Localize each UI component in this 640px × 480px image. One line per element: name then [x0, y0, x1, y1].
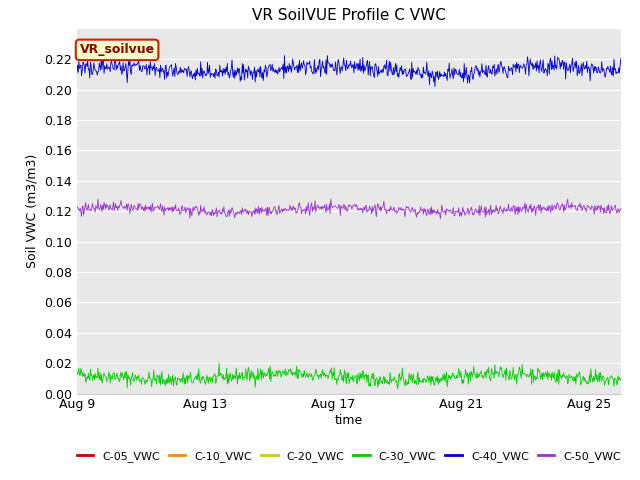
C-40_VWC — [73, 71, 81, 77]
C-50_VWC — [617, 207, 625, 213]
C-30_VWC — [617, 377, 625, 383]
C-10_VWC — [617, 391, 625, 396]
C-50_VWC — [436, 216, 444, 222]
C-30_VWC — [404, 381, 412, 387]
C-30_VWC — [390, 378, 397, 384]
C-50_VWC — [564, 196, 572, 202]
C-05_VWC — [541, 391, 549, 396]
C-20_VWC — [541, 391, 549, 396]
Y-axis label: Soil VWC (m3/m3): Soil VWC (m3/m3) — [26, 154, 38, 268]
C-05_VWC — [486, 391, 493, 396]
C-30_VWC — [543, 374, 550, 380]
C-30_VWC — [73, 369, 81, 375]
C-05_VWC — [73, 391, 81, 396]
C-30_VWC — [487, 378, 495, 384]
C-30_VWC — [106, 380, 114, 386]
C-10_VWC — [419, 391, 427, 396]
C-30_VWC — [421, 376, 429, 382]
C-05_VWC — [106, 391, 114, 396]
C-20_VWC — [106, 391, 114, 396]
Title: VR SoilVUE Profile C VWC: VR SoilVUE Profile C VWC — [252, 9, 445, 24]
C-05_VWC — [419, 391, 427, 396]
Legend: C-05_VWC, C-10_VWC, C-20_VWC, C-30_VWC, C-40_VWC, C-50_VWC: C-05_VWC, C-10_VWC, C-20_VWC, C-30_VWC, … — [72, 446, 625, 467]
C-50_VWC — [486, 207, 494, 213]
C-05_VWC — [617, 391, 625, 396]
C-50_VWC — [73, 205, 81, 211]
C-50_VWC — [389, 207, 397, 213]
Line: C-40_VWC: C-40_VWC — [77, 56, 621, 86]
Text: VR_soilvue: VR_soilvue — [79, 43, 155, 56]
C-30_VWC — [394, 386, 401, 392]
C-20_VWC — [617, 391, 625, 396]
C-30_VWC — [215, 360, 223, 366]
C-05_VWC — [403, 391, 411, 396]
C-50_VWC — [419, 211, 427, 217]
C-10_VWC — [73, 391, 81, 396]
C-40_VWC — [487, 67, 495, 72]
C-10_VWC — [389, 391, 397, 396]
C-40_VWC — [404, 72, 412, 78]
C-40_VWC — [420, 70, 428, 76]
C-40_VWC — [431, 84, 439, 89]
Line: C-50_VWC: C-50_VWC — [77, 199, 621, 219]
C-20_VWC — [389, 391, 397, 396]
C-40_VWC — [280, 53, 288, 59]
C-20_VWC — [419, 391, 427, 396]
C-20_VWC — [403, 391, 411, 396]
C-10_VWC — [403, 391, 411, 396]
C-05_VWC — [389, 391, 397, 396]
C-20_VWC — [73, 391, 81, 396]
C-40_VWC — [543, 67, 550, 73]
C-10_VWC — [486, 391, 493, 396]
C-50_VWC — [403, 205, 411, 211]
C-10_VWC — [541, 391, 549, 396]
C-20_VWC — [486, 391, 493, 396]
C-50_VWC — [542, 205, 550, 211]
C-40_VWC — [617, 56, 625, 61]
C-40_VWC — [106, 69, 114, 74]
C-40_VWC — [390, 65, 397, 71]
Line: C-30_VWC: C-30_VWC — [77, 363, 621, 389]
X-axis label: time: time — [335, 414, 363, 427]
C-10_VWC — [106, 391, 114, 396]
C-50_VWC — [106, 202, 114, 208]
